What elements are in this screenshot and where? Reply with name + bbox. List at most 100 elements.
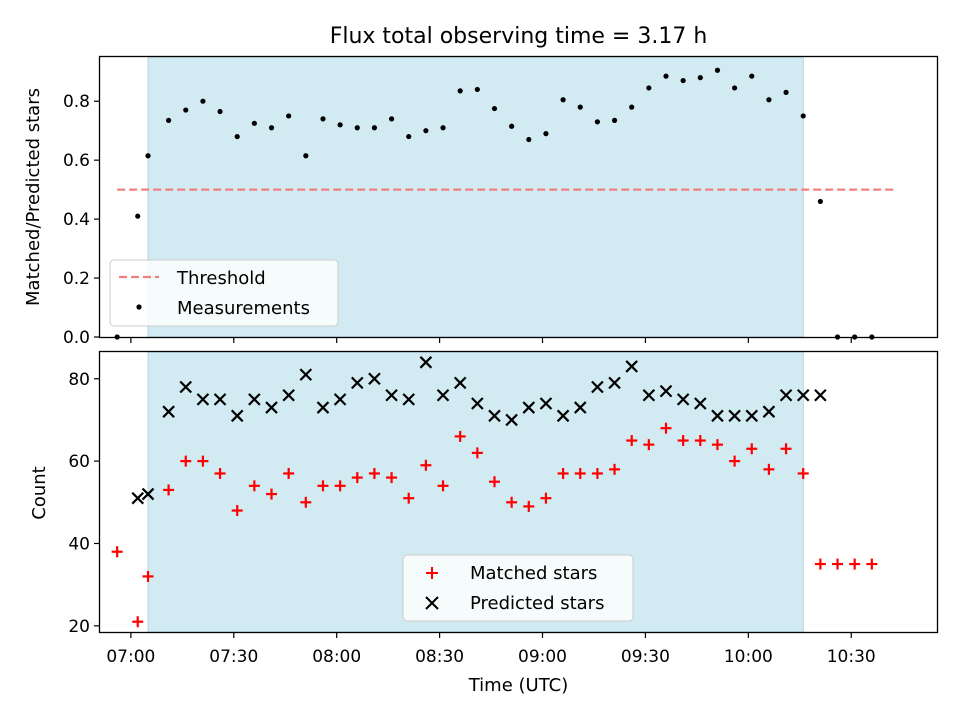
matched-stars-point [832,558,844,570]
predicted-stars-point [676,393,690,406]
x-tick-label: 09:30 [621,647,670,667]
matched-stars-point [266,488,278,500]
measurement-point [183,107,189,113]
top-panel: 0.00.20.40.60.8 Matched/Predicted stars … [23,55,939,348]
predicted-stars-point [453,376,467,390]
measurement-point [320,116,326,122]
predicted-stars-point [659,384,673,398]
top-y-tick-label: 0.6 [63,151,90,171]
predicted-stars-point [711,409,724,423]
measurement-point [474,86,480,93]
matched-stars-point [248,480,260,492]
x-tick-label: 10:30 [827,647,876,667]
measurement-point [286,113,292,119]
predicted-stars-point [385,388,398,402]
predicted-stars-point [745,409,759,423]
matched-stars-point [660,422,672,434]
measurement-point [135,213,141,219]
measurement-point [491,105,498,112]
measurement-point [766,97,772,103]
matched-stars-point [111,546,123,558]
measurement-point [371,125,378,131]
matched-stars-point [317,480,329,492]
predicted-stars-point [728,409,741,423]
matched-stars-point [694,435,706,447]
matched-stars-point [849,558,861,570]
measurement-point [783,89,789,95]
top-y-tick-label: 0.8 [63,92,90,112]
predicted-stars-point [162,405,175,418]
predicted-stars-point [402,393,416,406]
predicted-stars-point [556,409,570,423]
predicted-stars-point [814,388,827,402]
measurement-point [406,133,412,140]
predicted-stars-point [333,393,347,406]
predicted-stars-point [796,388,810,402]
predicted-stars-point [141,487,155,501]
matched-stars-point [574,467,586,479]
predicted-stars-point [299,368,313,381]
bottom-y-axis-label: Count [29,466,50,519]
measurement-point [697,75,703,81]
matched-stars-point [711,439,723,451]
predicted-stars-point [196,393,210,406]
x-tick-label: 07:00 [106,647,155,667]
matched-stars-point [643,439,655,451]
x-tick-label: 09:00 [518,647,567,667]
measurement-point [646,85,652,91]
bottom-y-tick-label: 20 [68,617,90,637]
matched-stars-point [540,492,552,504]
measurement-point [145,153,151,159]
matched-stars-point [746,443,758,455]
matched-stars-point [420,459,432,471]
matched-stars-point [300,496,312,508]
top-legend-box [109,259,339,327]
matched-stars-point [506,496,518,508]
x-tick-label: 08:00 [312,647,361,667]
bottom-y-tick-label: 60 [68,452,90,472]
predicted-stars-point [642,388,656,402]
predicted-stars-point [213,393,227,406]
measurement-point [800,113,806,119]
measurement-point [817,198,823,205]
predicted-stars-point [573,401,587,414]
measurement-point [611,117,618,123]
matched-stars-point [780,443,792,455]
matched-stars-point [677,435,689,447]
predicted-stars-point [368,372,381,386]
bottom-axes-frame [98,350,939,634]
matched-stars-point [368,467,380,479]
predicted-stars-point [419,356,433,369]
measurement-point [663,73,669,79]
x-tick-label: 08:30 [415,647,464,667]
measurement-point [234,133,240,140]
measurement-point [337,122,343,128]
predicted-stars-point [608,376,621,390]
measurement-point [526,136,532,143]
predicted-stars-point [282,388,295,402]
matched-stars-point [797,467,809,479]
legend-predicted-swatch [425,596,439,610]
legend-measurements-label: Measurements [177,298,310,319]
matched-stars-point [488,476,500,488]
measurement-point [217,108,223,115]
matched-stars-point [142,570,154,582]
measurement-point [560,97,566,103]
x-tick-label: 07:30 [209,647,258,667]
predicted-stars-point [488,409,501,423]
predicted-stars-point [625,360,638,373]
matched-stars-point [591,467,603,479]
measurement-point [714,67,721,73]
matched-stars-point [334,480,346,492]
measurement-point [423,128,429,134]
predicted-stars-point [539,397,553,410]
matched-stars-point [180,455,192,467]
matched-stars-point [403,492,415,504]
legend-measurements-swatch [136,304,142,310]
top-y-tick-label: 0.0 [63,328,90,348]
measurement-point [457,88,463,94]
matched-stars-point [763,463,775,475]
matched-stars-point [609,463,621,475]
matched-stars-point [197,455,209,467]
measurement-point [629,104,635,110]
